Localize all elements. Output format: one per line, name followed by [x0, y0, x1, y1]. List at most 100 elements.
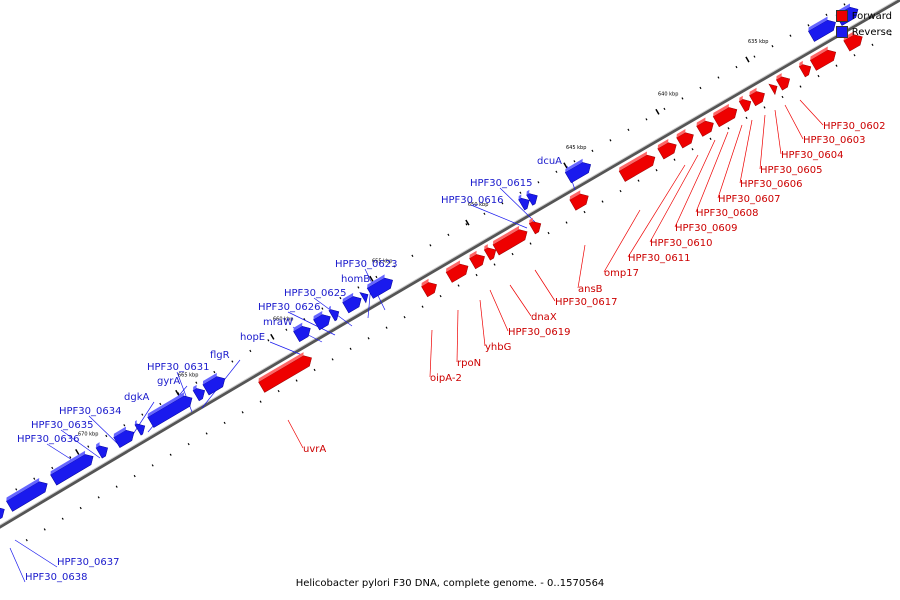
- gene-label-forward: HPF30_0604: [781, 150, 843, 161]
- tick-label: 670 kbp: [78, 431, 98, 437]
- minor-tick-bottom: [889, 33, 892, 36]
- minor-tick-top: [393, 265, 396, 268]
- gene-arrow: [483, 244, 497, 261]
- gene-top-face: [808, 16, 828, 32]
- minor-tick: [789, 34, 820, 78]
- gene-label-forward: rpoN: [457, 358, 481, 369]
- minor-tick-bottom: [457, 284, 460, 287]
- gene-label-reverse: HPF30_0634: [59, 406, 121, 417]
- minor-tick: [15, 488, 46, 531]
- label-leader: [695, 131, 729, 213]
- tick-line: [655, 108, 660, 115]
- minor-tick-bottom: [511, 252, 514, 256]
- gene-body: [738, 99, 752, 113]
- label-leader: [499, 187, 536, 223]
- gene-arrow: [618, 151, 656, 182]
- gene-top-face: [6, 478, 40, 502]
- gene-body: [768, 83, 778, 96]
- gene-label-forward: dnaX: [531, 312, 557, 323]
- gene-body: [775, 76, 791, 91]
- gene-label-forward: oipA-2: [430, 373, 462, 384]
- gene-top-face: [713, 103, 729, 117]
- gene-body: [518, 197, 530, 211]
- gene-arrow: [798, 60, 812, 78]
- minor-tick: [393, 265, 424, 308]
- minor-tick: [555, 170, 586, 214]
- label-leader-lines: [9, 99, 824, 583]
- minor-tick-top: [753, 55, 756, 58]
- minor-tick: [591, 149, 622, 193]
- label-leader: [627, 164, 686, 258]
- minor-tick: [699, 86, 730, 130]
- minor-tick-bottom: [367, 337, 370, 340]
- gene-body: [202, 376, 226, 396]
- minor-tick-top: [339, 296, 342, 300]
- gene-label-reverse: mraW: [263, 317, 293, 328]
- gene-arrow: [50, 450, 94, 486]
- tick-label: 660 kbp: [273, 316, 293, 322]
- gene-top-face: [469, 250, 477, 259]
- gene-arrow: [293, 322, 311, 343]
- tick-label: 645 kbp: [566, 145, 586, 151]
- label-leader: [470, 204, 528, 229]
- legend: Forward Reverse: [835, 8, 892, 40]
- major-tick: [270, 333, 275, 340]
- gene-top-face: [810, 46, 828, 61]
- minor-tick-top: [105, 434, 108, 438]
- tick-label: 650 kbp: [468, 202, 488, 208]
- gene-label-reverse: homB: [341, 274, 370, 285]
- minor-tick: [69, 456, 100, 499]
- gene-label-reverse: HPF30_0638: [25, 572, 87, 583]
- label-leader: [534, 269, 556, 302]
- gene-body: [843, 34, 863, 52]
- minor-tick-bottom: [835, 64, 838, 67]
- tick-label: 665 kbp: [178, 372, 198, 378]
- minor-tick-bottom: [655, 169, 658, 172]
- minor-tick: [843, 3, 874, 46]
- minor-tick-bottom: [421, 305, 424, 308]
- minor-tick-bottom: [205, 432, 208, 435]
- gene-top-face: [526, 189, 530, 195]
- minor-tick-top: [195, 381, 198, 384]
- tick-label: 655 kbp: [372, 258, 392, 264]
- minor-tick: [735, 65, 766, 109]
- minor-tick: [717, 76, 748, 120]
- figure-caption: Helicobacter pylori F30 DNA, complete ge…: [295, 578, 605, 589]
- minor-tick-bottom: [151, 464, 154, 467]
- tick-label: 640 kbp: [658, 91, 678, 97]
- minor-tick-bottom: [79, 506, 82, 510]
- gene-body: [676, 132, 694, 149]
- gene-arrow: [738, 95, 752, 113]
- label-leader: [456, 309, 459, 363]
- minor-tick-bottom: [349, 347, 352, 350]
- gene-label-forward: HPF30_0606: [740, 179, 802, 190]
- minor-tick-top: [663, 107, 666, 111]
- minor-tick-bottom: [277, 389, 280, 393]
- gene-arrow: [564, 158, 591, 184]
- gene-label-reverse: hopE: [240, 332, 265, 343]
- gene-label-forward: uvrA: [303, 444, 326, 455]
- gene-body: [618, 154, 656, 182]
- gene-arrow: [526, 189, 538, 206]
- minor-tick-bottom: [817, 74, 820, 78]
- minor-tick-top: [609, 139, 612, 142]
- gene-label-reverse: HPF30_0615: [470, 178, 532, 189]
- minor-tick: [609, 139, 640, 182]
- minor-tick-bottom: [547, 231, 550, 235]
- gene-body: [0, 506, 5, 522]
- gene-arrow: [421, 278, 437, 298]
- minor-tick-top: [537, 181, 540, 184]
- minor-tick-bottom: [115, 485, 118, 488]
- gene-top-face: [202, 372, 217, 385]
- minor-tick-top: [321, 307, 324, 310]
- tick-line: [465, 219, 470, 226]
- gene-top-face: [619, 151, 647, 172]
- minor-tick-bottom: [223, 421, 226, 425]
- minor-tick: [231, 360, 262, 403]
- gene-labels: HPF30_0602 HPF30_0603 HPF30_0604 HPF30_0605…: [17, 121, 885, 583]
- gene-top-face: [342, 292, 354, 303]
- gene-label-reverse: HPF30_0637: [57, 557, 119, 568]
- label-leader: [269, 341, 303, 356]
- gene-arrow: [808, 16, 836, 42]
- minor-tick-top: [735, 65, 738, 69]
